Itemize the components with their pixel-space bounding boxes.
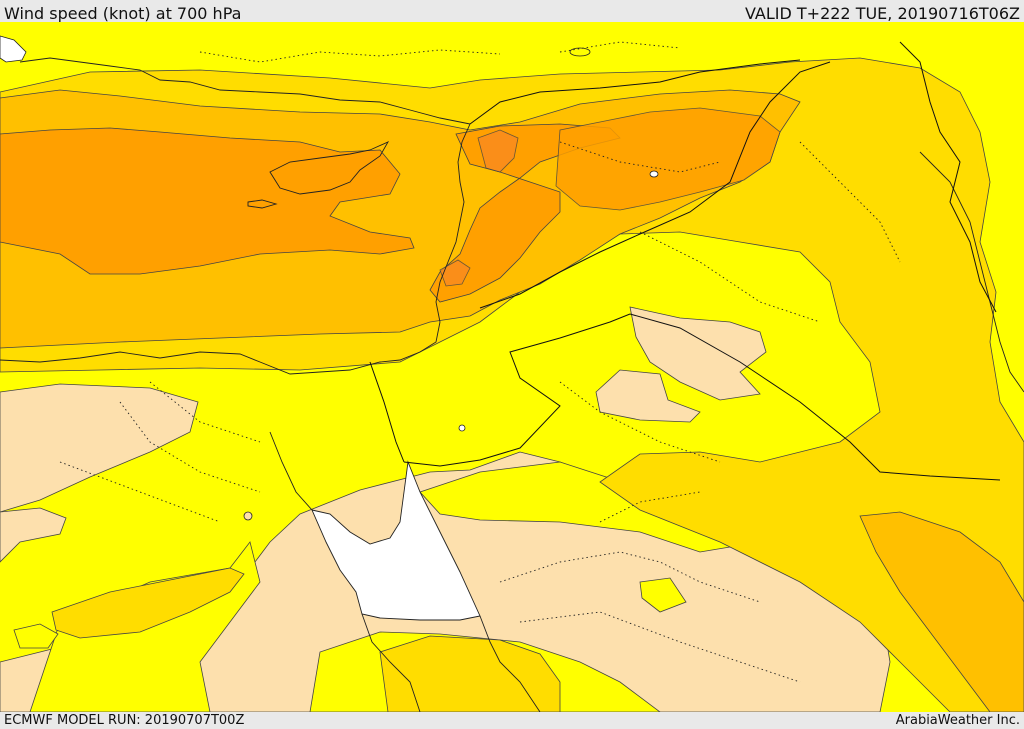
red-sea-east-coast [479, 615, 541, 712]
red-sea-west-coast [361, 613, 421, 712]
red-sea-white-area [311, 460, 481, 621]
border-syria-iraq [479, 61, 831, 309]
band-10-15-saudi-east [639, 577, 687, 613]
mediterranean-south-coast [0, 321, 441, 375]
levant-coast [435, 123, 471, 323]
valid-time-label: VALID T+222 TUE, 20190716T06Z [744, 4, 1020, 23]
turkey-south-coast [19, 57, 471, 125]
band-25-30-mediterranean [0, 127, 415, 275]
crete-coast [247, 199, 278, 209]
band-10-15-egypt-patch [13, 623, 59, 649]
border-syria-turkey [469, 59, 801, 125]
lake-syria [649, 170, 659, 178]
gulf-of-suez-coast [269, 431, 313, 511]
provinces-egypt [59, 381, 261, 523]
small-patch-egypt [243, 511, 253, 521]
model-run-label: ECMWF MODEL RUN: 20190707T00Z [4, 713, 245, 728]
band-25-30-syria [555, 107, 781, 211]
wind-speed-map [0, 22, 1024, 712]
map-title: Wind speed (knot) at 700 hPa [4, 4, 242, 23]
calm-region-west-egypt-small [0, 507, 67, 563]
small-lake-saudi [458, 424, 466, 432]
lake-turkey [569, 47, 591, 57]
calm-region-west-egypt [0, 383, 199, 513]
border-iraq-iran [899, 41, 997, 313]
cyprus-coast [269, 141, 390, 195]
band-15-20-egypt-south [51, 567, 245, 639]
aegean-white-patch [0, 35, 27, 63]
credit-label: ArabiaWeather Inc. [895, 713, 1020, 728]
band-30-35-lebanon [477, 129, 519, 173]
band-20-25-gulf [859, 511, 1024, 712]
border-egypt-israel [369, 361, 405, 463]
calm-region-iraq-south [595, 369, 701, 423]
border-saudi-iraq [629, 313, 1001, 481]
provinces-turkey [199, 41, 681, 63]
band-30-35-jordan [439, 259, 471, 287]
provinces-saudi [499, 491, 801, 683]
calm-region-iraq-north [629, 306, 767, 401]
border-jordan-saudi [403, 313, 631, 467]
band-15-20-sudan [379, 635, 561, 712]
